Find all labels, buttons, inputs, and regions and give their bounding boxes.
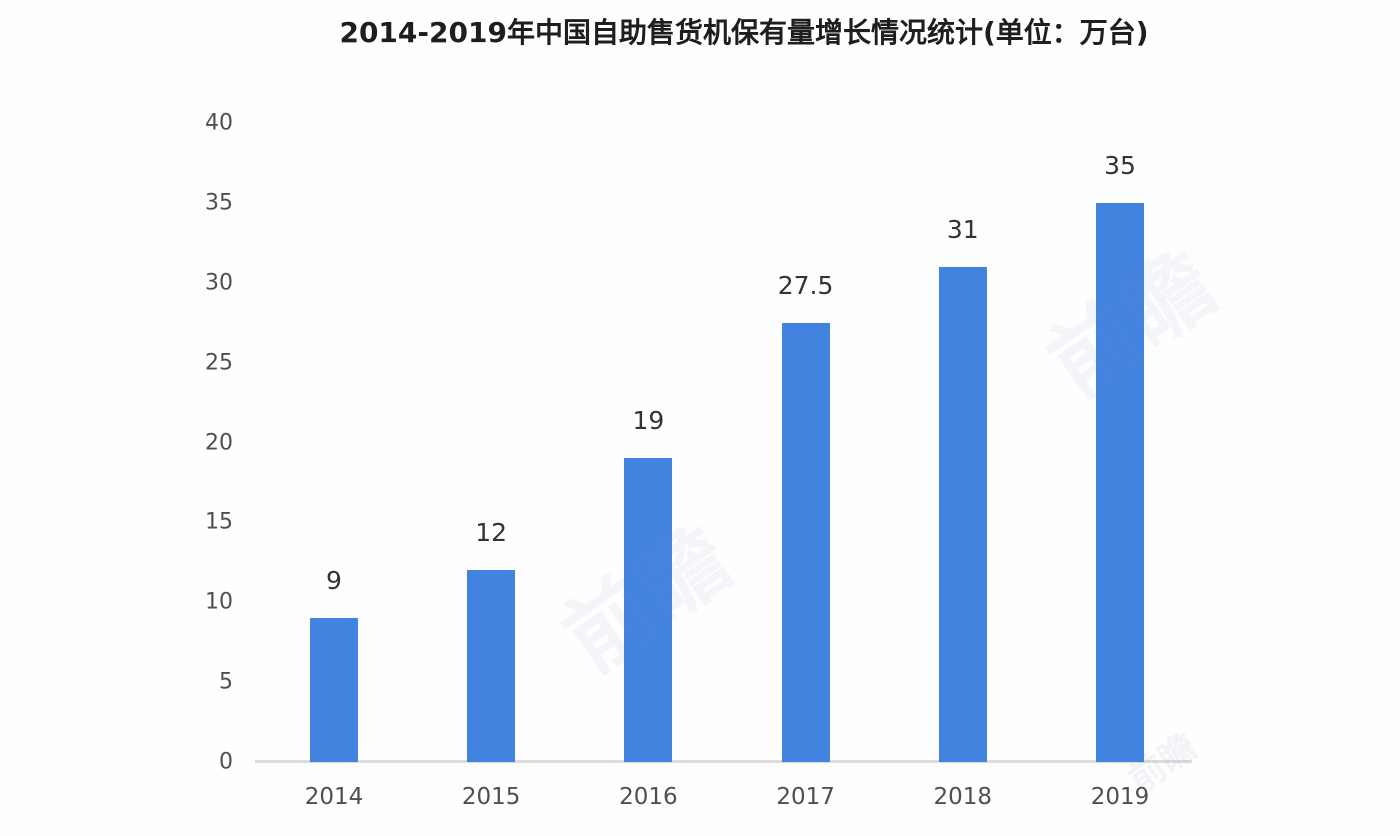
x-tick-label-2015: 2015 bbox=[461, 784, 521, 810]
bar-2018 bbox=[938, 266, 987, 762]
x-tick-label-2018: 2018 bbox=[933, 784, 993, 810]
x-tick-label-2019: 2019 bbox=[1090, 784, 1150, 810]
x-tick-label-2016: 2016 bbox=[619, 784, 678, 810]
bar-value-label: 35 bbox=[1104, 150, 1136, 180]
y-tick-label: 35 bbox=[205, 190, 233, 216]
bar-2019 bbox=[1096, 202, 1144, 762]
y-tick-label: 15 bbox=[205, 509, 233, 535]
y-tick-label: 40 bbox=[205, 110, 233, 136]
bar-2015 bbox=[467, 570, 516, 762]
y-tick-label: 20 bbox=[205, 430, 233, 455]
x-tick-label-2014: 2014 bbox=[304, 784, 364, 810]
chart-title: 2014-2019年中国自助售货机保有量增长情况统计(单位：万台) bbox=[339, 16, 1149, 49]
bar-2016 bbox=[624, 458, 673, 762]
bar-value-label: 19 bbox=[632, 406, 665, 436]
y-tick-label: 30 bbox=[205, 270, 233, 296]
y-tick-label: 10 bbox=[205, 589, 233, 615]
bar-value-label: 12 bbox=[475, 518, 508, 548]
bar-value-label: 31 bbox=[946, 214, 979, 244]
y-tick-label: 25 bbox=[205, 350, 233, 376]
y-tick-label: 5 bbox=[219, 669, 233, 695]
bar-2017 bbox=[781, 322, 830, 762]
bar-value-label: 9 bbox=[326, 566, 342, 596]
x-tick-label-2017: 2017 bbox=[776, 784, 835, 810]
bar-2014 bbox=[310, 618, 358, 762]
bar-value-label: 27.5 bbox=[777, 270, 834, 300]
y-tick-label: 0 bbox=[219, 749, 233, 775]
x-axis-line bbox=[255, 760, 1192, 763]
